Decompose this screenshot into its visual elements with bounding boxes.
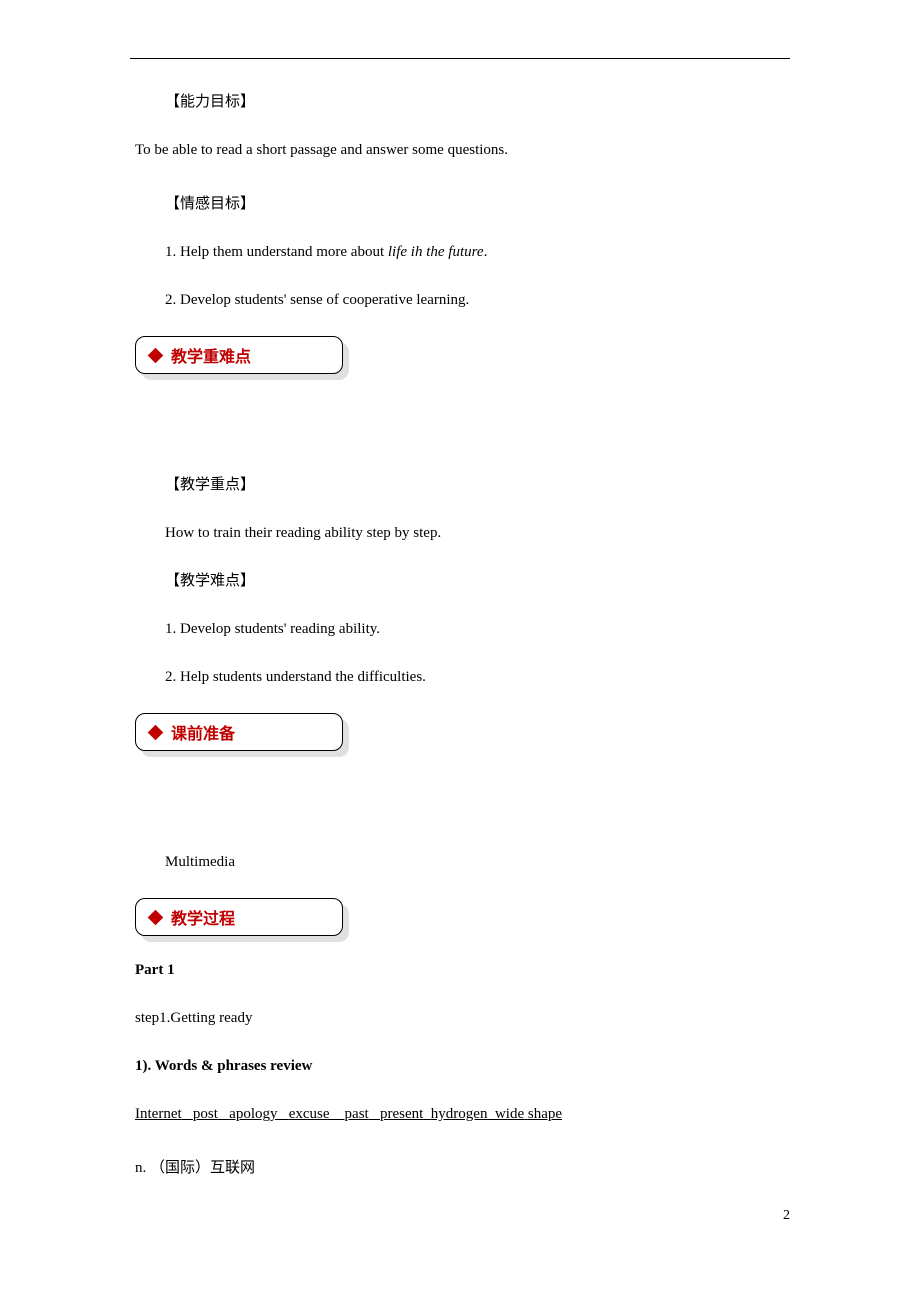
vocab-word: apology [229,1106,277,1122]
difficulty-item1: 1. Develop students' reading ability. [165,617,790,641]
callout-box: 教学过程 [135,898,343,936]
callout-box: 教学重难点 [135,336,343,374]
prep-callout: 课前准备 [135,713,790,755]
vocab-word: past [345,1106,369,1122]
page-number: 2 [783,1208,790,1224]
header-rule [130,58,790,59]
vocab-word: hydrogen [431,1106,488,1122]
process-heading: 教学过程 [171,905,235,929]
vocab-word: excuse [289,1106,330,1122]
emotion-item1-post: . [484,244,488,260]
diamond-icon [148,909,164,925]
emotion-item1: 1. Help them understand more about life … [165,240,790,264]
focus-text: How to train their reading ability step … [165,521,790,545]
prep-text: Multimedia [165,850,790,874]
emotion-item2: 2. Develop students' sense of cooperativ… [165,288,790,312]
difficulty-label: 【教学难点】 [165,569,790,593]
vocab-word: shape [528,1106,562,1122]
difficulty-item2: 2. Help students understand the difficul… [165,665,790,689]
vocab-def: n. （国际）互联网 [135,1156,790,1180]
vocab-row: Internet post apology excuse past presen… [135,1102,790,1126]
ability-label: 【能力目标】 [165,90,790,114]
step1: step1.Getting ready [135,1006,790,1030]
vocab-word: present [380,1106,423,1122]
diamond-icon [148,347,164,363]
spacer [135,418,790,473]
callout-box: 课前准备 [135,713,343,751]
vocab-word: wide [495,1106,524,1122]
keypoints-heading: 教学重难点 [171,343,251,367]
page-container: 【能力目标】 To be able to read a short passag… [0,0,920,1302]
emotion-item1-pre: 1. Help them understand more about [165,244,388,260]
diamond-icon [148,724,164,740]
process-callout: 教学过程 [135,898,790,940]
vocab-word: post [193,1106,218,1122]
ability-text: To be able to read a short passage and a… [135,138,790,162]
review-label: 1). Words & phrases review [135,1054,790,1078]
emotion-label: 【情感目标】 [165,192,790,216]
prep-heading: 课前准备 [171,720,235,744]
emotion-item1-italic: life ih the future [388,244,484,260]
part-label: Part 1 [135,958,790,982]
focus-label: 【教学重点】 [165,473,790,497]
vocab-word: Internet [135,1106,182,1122]
keypoints-callout: 教学重难点 [135,336,790,378]
spacer [135,795,790,850]
